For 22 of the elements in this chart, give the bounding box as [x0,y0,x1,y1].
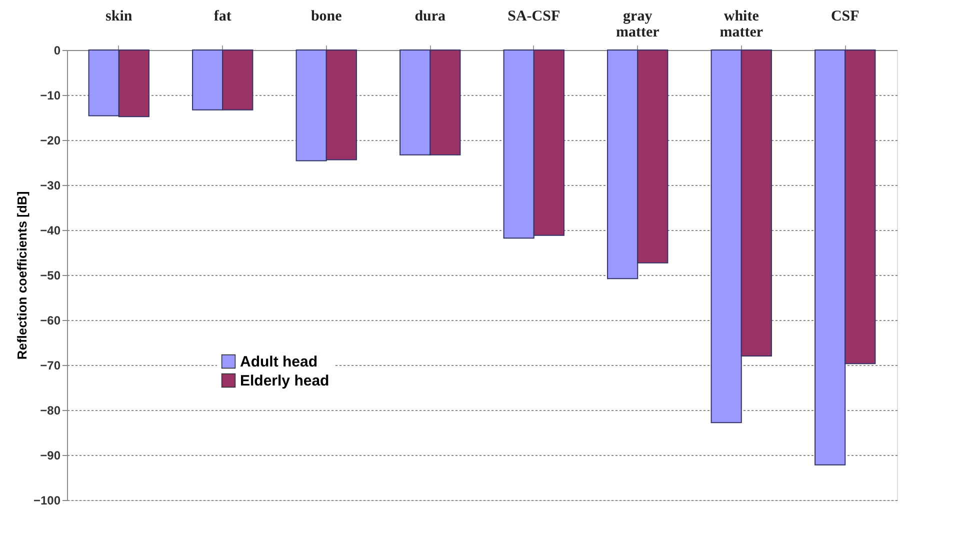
y-axis-title: Reflection coefficients [dB] [14,191,30,360]
y-tick-label: 0 [54,44,61,58]
y-tick-label: −60 [40,314,61,328]
y-tick-label: −30 [40,178,61,192]
legend-label: Adult head [240,354,318,370]
y-tick-label: −40 [40,224,61,238]
x-tick-label: gray matter [616,8,660,40]
x-tick-label: CSF [830,8,860,24]
x-tick-label: white matter [720,8,764,40]
x-tick-label: SA-CSF [508,8,560,24]
y-tick-label: −10 [40,88,61,102]
x-tick-label: fat [214,8,232,24]
x-tick-label: dura [414,8,446,24]
y-tick-label: −50 [40,268,61,282]
y-tick-label: −90 [40,448,61,462]
y-tick-label: −80 [40,404,61,418]
y-tick-label: −70 [40,358,61,372]
x-tick-label: bone [310,8,342,24]
y-tick-label: −100 [33,494,61,508]
legend-label: Elderly head [240,372,330,390]
y-tick-label: −20 [40,134,61,148]
x-tick-label: skin [106,8,133,24]
